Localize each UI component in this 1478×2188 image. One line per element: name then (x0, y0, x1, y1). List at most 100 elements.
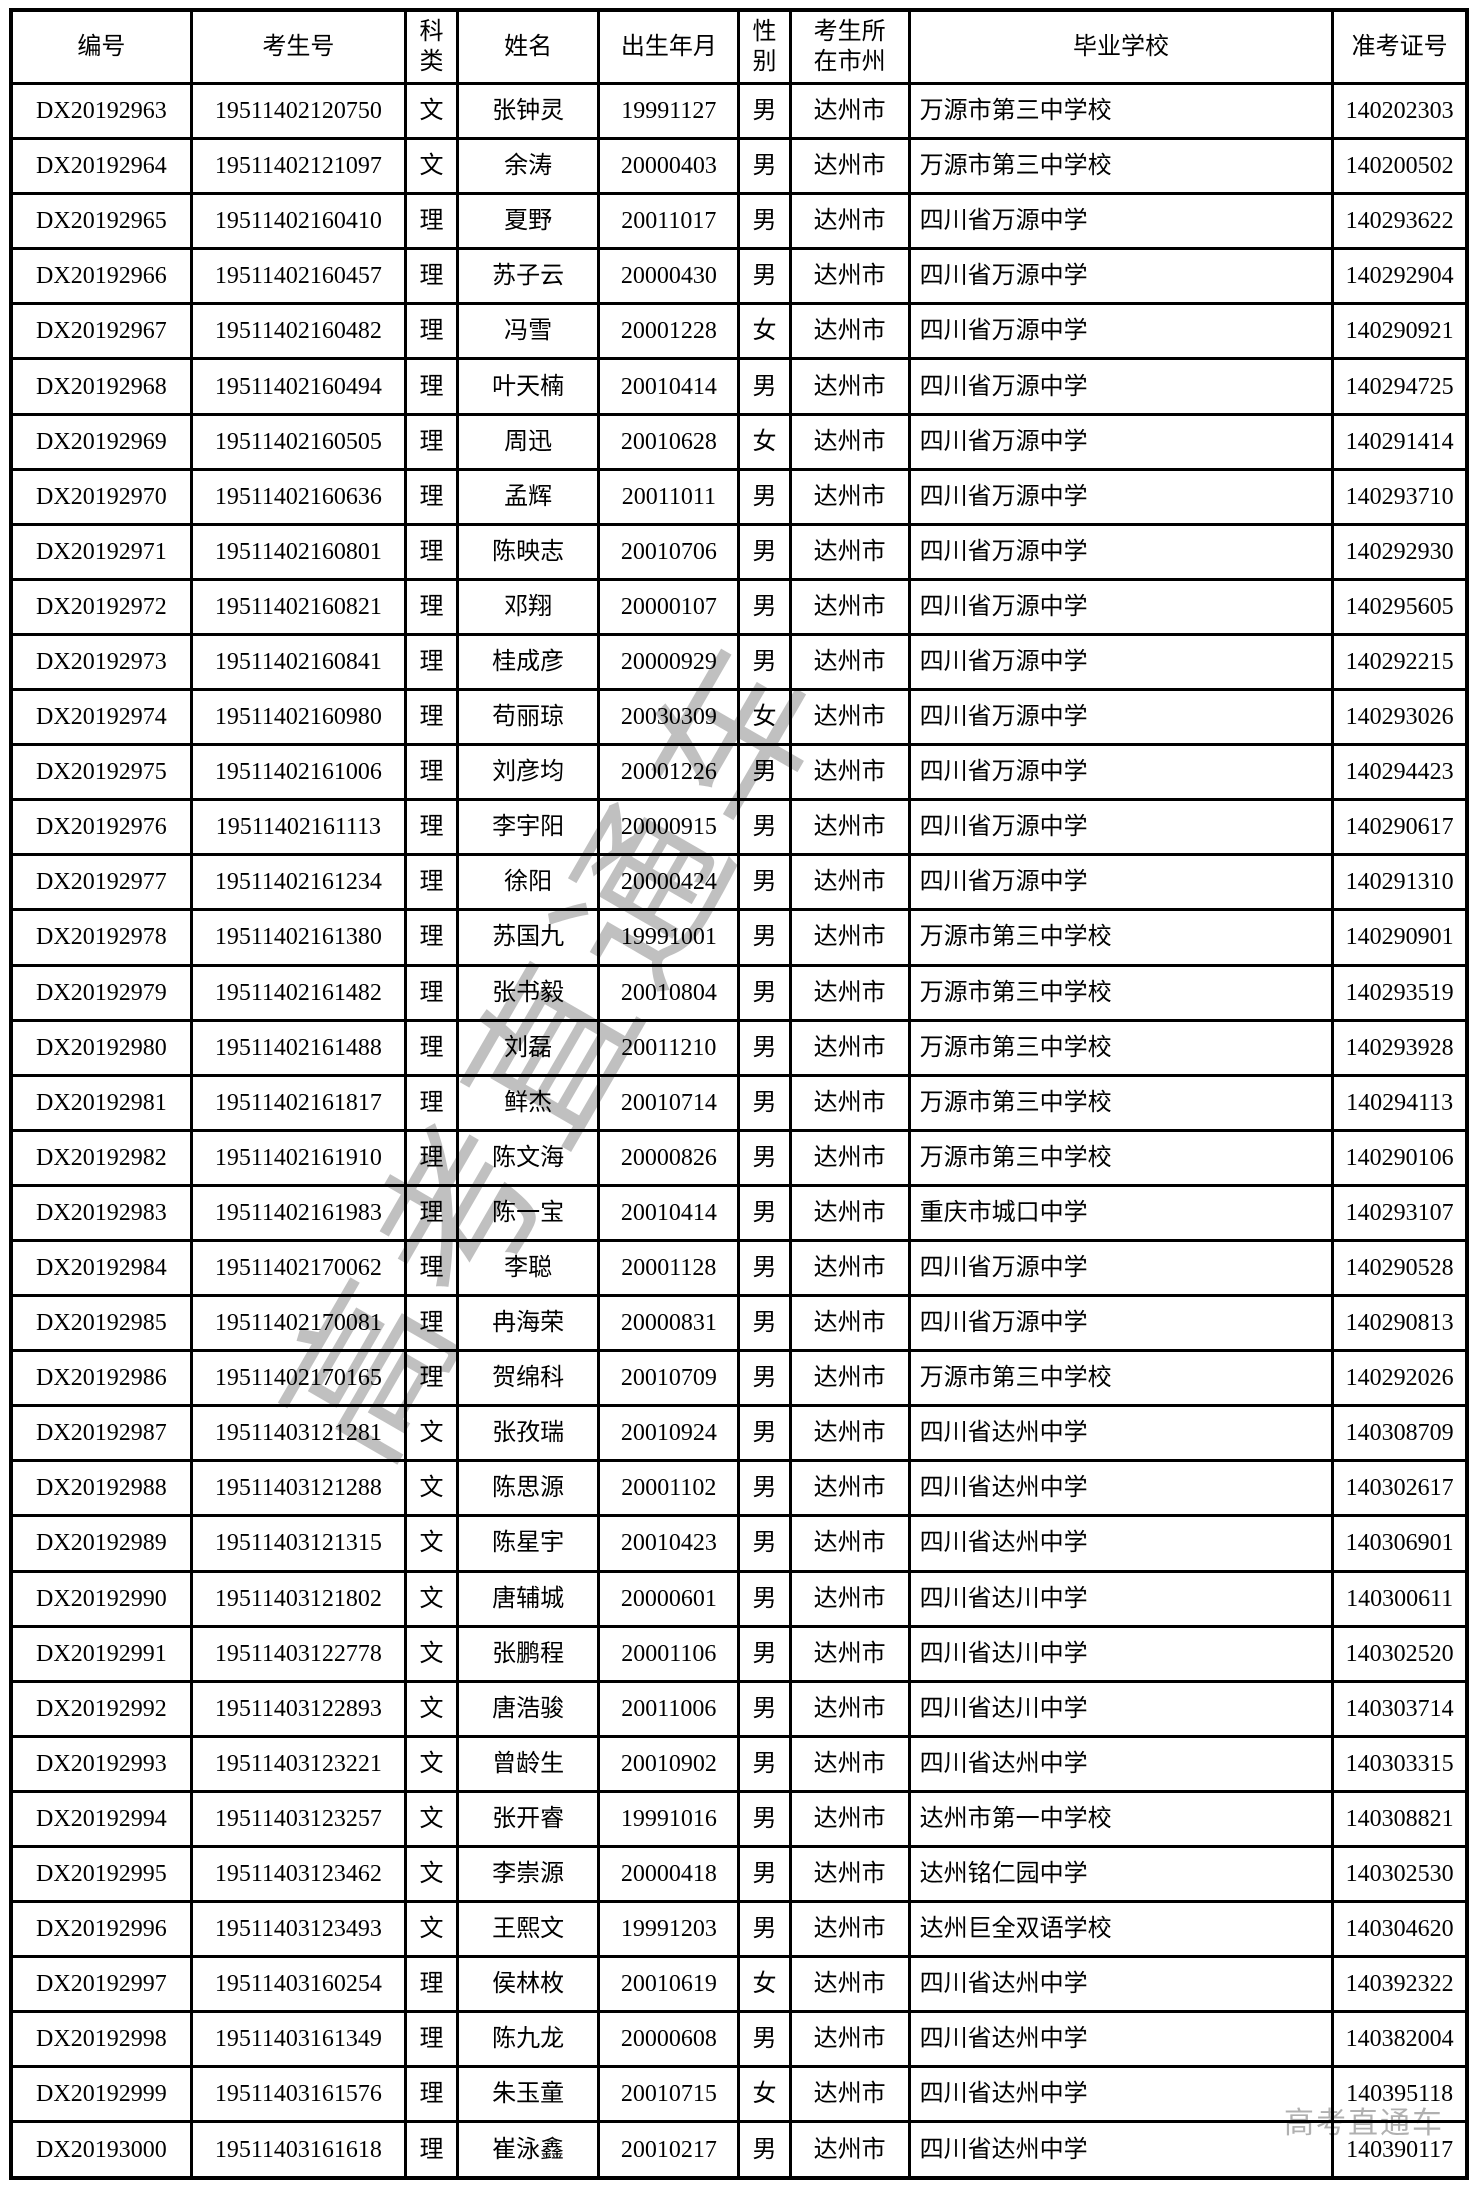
subject-category-cell: 文 (404, 1734, 460, 1793)
table-row: DX20192981 19511402161817 理 鲜杰 20010714 … (9, 1073, 1469, 1132)
candidate-number-cell: 19511402161983 (189, 1183, 408, 1242)
admission-ticket-cell: 140293928 (1331, 1018, 1469, 1077)
gender-cell: 男 (737, 357, 792, 416)
candidate-number-cell: 19511403160254 (189, 1955, 408, 2014)
name-cell: 李崇源 (456, 1844, 601, 1904)
birth-date-cell: 20001226 (597, 743, 741, 802)
table-row: DX20192979 19511402161482 理 张书毅 20010804… (9, 963, 1469, 1022)
gender-cell: 男 (737, 467, 792, 526)
school-cell: 四川省万源中学 (907, 247, 1335, 306)
gender-cell: 女 (737, 412, 792, 471)
city-cell: 达州市 (788, 1018, 911, 1077)
serial-number-cell: DX20193000 (9, 2120, 193, 2180)
birth-date-cell: 20010902 (597, 1734, 741, 1793)
serial-number-cell: DX20192967 (9, 302, 193, 361)
city-cell: 达州市 (788, 412, 911, 471)
admission-ticket-cell: 140382004 (1331, 2010, 1469, 2069)
name-cell: 崔泳鑫 (456, 2120, 601, 2180)
birth-date-cell: 20011017 (597, 192, 741, 251)
name-cell: 苟丽琼 (456, 688, 601, 747)
school-cell: 四川省万源中学 (907, 467, 1335, 526)
city-cell: 达州市 (788, 1900, 911, 1959)
name-cell: 侯林枚 (456, 1955, 601, 2014)
admission-ticket-cell: 140202303 (1331, 81, 1469, 141)
column-header-subject-category: 科类 (404, 8, 460, 85)
school-cell: 四川省达州中学 (907, 1459, 1335, 1518)
name-cell: 余涛 (456, 137, 601, 196)
admission-ticket-cell: 140293026 (1331, 688, 1469, 747)
city-cell: 达州市 (788, 2120, 911, 2180)
table-row: DX20192983 19511402161983 理 陈一宝 20010414… (9, 1183, 1469, 1242)
header-row: 编号 考生号 科类 姓名 出生年月 性 别 考生所 在市州 毕业学校 准考证号 (9, 8, 1469, 85)
city-cell: 达州市 (788, 688, 911, 747)
gender-cell: 男 (737, 1789, 792, 1849)
admission-ticket-cell: 140302530 (1331, 1844, 1469, 1904)
serial-number-cell: DX20192968 (9, 357, 193, 416)
city-cell: 达州市 (788, 1349, 911, 1408)
serial-number-cell: DX20192982 (9, 1128, 193, 1187)
gender-cell: 男 (737, 81, 792, 141)
name-cell: 李宇阳 (456, 798, 601, 857)
gender-cell: 男 (737, 1349, 792, 1408)
gender-cell: 男 (737, 1514, 792, 1573)
name-cell: 曾龄生 (456, 1734, 601, 1793)
admission-ticket-cell: 140300611 (1331, 1569, 1469, 1628)
serial-number-cell: DX20192986 (9, 1349, 193, 1408)
birth-date-cell: 20010709 (597, 1349, 741, 1408)
serial-number-cell: DX20192974 (9, 688, 193, 747)
name-cell: 刘彦均 (456, 743, 601, 802)
table-body: DX20192963 19511402120750 文 张钟灵 19991127… (9, 81, 1469, 2180)
table-row: DX20192975 19511402161006 理 刘彦均 20001226… (9, 743, 1469, 802)
serial-number-cell: DX20192970 (9, 467, 193, 526)
school-cell: 万源市第三中学校 (907, 137, 1335, 196)
table-row: DX20192968 19511402160494 理 叶天楠 20010414… (9, 357, 1469, 416)
subject-category-cell: 理 (404, 412, 460, 471)
candidate-number-cell: 19511402160410 (189, 192, 408, 251)
table-row: DX20192993 19511403123221 文 曾龄生 20010902… (9, 1734, 1469, 1793)
birth-date-cell: 20011210 (597, 1018, 741, 1077)
candidate-roster-table: 编号 考生号 科类 姓名 出生年月 性 别 考生所 在市州 毕业学校 准考证号 … (9, 8, 1469, 2180)
city-cell: 达州市 (788, 908, 911, 967)
birth-date-cell: 19991001 (597, 908, 741, 967)
gender-cell: 男 (737, 137, 792, 196)
serial-number-cell: DX20192990 (9, 1569, 193, 1628)
subject-category-cell: 理 (404, 963, 460, 1022)
admission-ticket-cell: 140294423 (1331, 743, 1469, 802)
city-cell: 达州市 (788, 137, 911, 196)
table-row: DX20192992 19511403122893 文 唐浩骏 20011006… (9, 1679, 1469, 1738)
birth-date-cell: 20010715 (597, 2065, 741, 2124)
candidate-number-cell: 19511402160636 (189, 467, 408, 526)
table-row: DX20192980 19511402161488 理 刘磊 20011210 … (9, 1018, 1469, 1077)
candidate-number-cell: 19511403121288 (189, 1459, 408, 1518)
column-header-admission-ticket: 准考证号 (1331, 8, 1469, 85)
name-cell: 叶天楠 (456, 357, 601, 416)
name-cell: 朱玉童 (456, 2065, 601, 2124)
school-cell: 万源市第三中学校 (907, 81, 1335, 141)
serial-number-cell: DX20192981 (9, 1073, 193, 1132)
serial-number-cell: DX20192998 (9, 2010, 193, 2069)
gender-cell: 女 (737, 1955, 792, 2014)
gender-cell: 男 (737, 1459, 792, 1518)
table-row: DX20192978 19511402161380 理 苏国九 19991001… (9, 908, 1469, 967)
name-cell: 徐阳 (456, 853, 601, 912)
serial-number-cell: DX20192975 (9, 743, 193, 802)
city-cell: 达州市 (788, 1569, 911, 1628)
table-row: DX20192999 19511403161576 理 朱玉童 20010715… (9, 2065, 1469, 2124)
table-row: DX20192988 19511403121288 文 陈思源 20001102… (9, 1459, 1469, 1518)
column-header-gender: 性 别 (737, 8, 792, 85)
school-cell: 万源市第三中学校 (907, 1073, 1335, 1132)
subject-category-cell: 文 (404, 81, 460, 141)
school-cell: 达州巨全双语学校 (907, 1900, 1335, 1959)
admission-ticket-cell: 140306901 (1331, 1514, 1469, 1573)
school-cell: 四川省达州中学 (907, 1955, 1335, 2014)
gender-cell: 男 (737, 1183, 792, 1242)
birth-date-cell: 20000608 (597, 2010, 741, 2069)
subject-category-cell: 理 (404, 743, 460, 802)
serial-number-cell: DX20192983 (9, 1183, 193, 1242)
serial-number-cell: DX20192992 (9, 1679, 193, 1738)
city-cell: 达州市 (788, 577, 911, 636)
serial-number-cell: DX20192988 (9, 1459, 193, 1518)
candidate-number-cell: 19511402170062 (189, 1238, 408, 1298)
city-cell: 达州市 (788, 1679, 911, 1738)
school-cell: 四川省万源中学 (907, 743, 1335, 802)
